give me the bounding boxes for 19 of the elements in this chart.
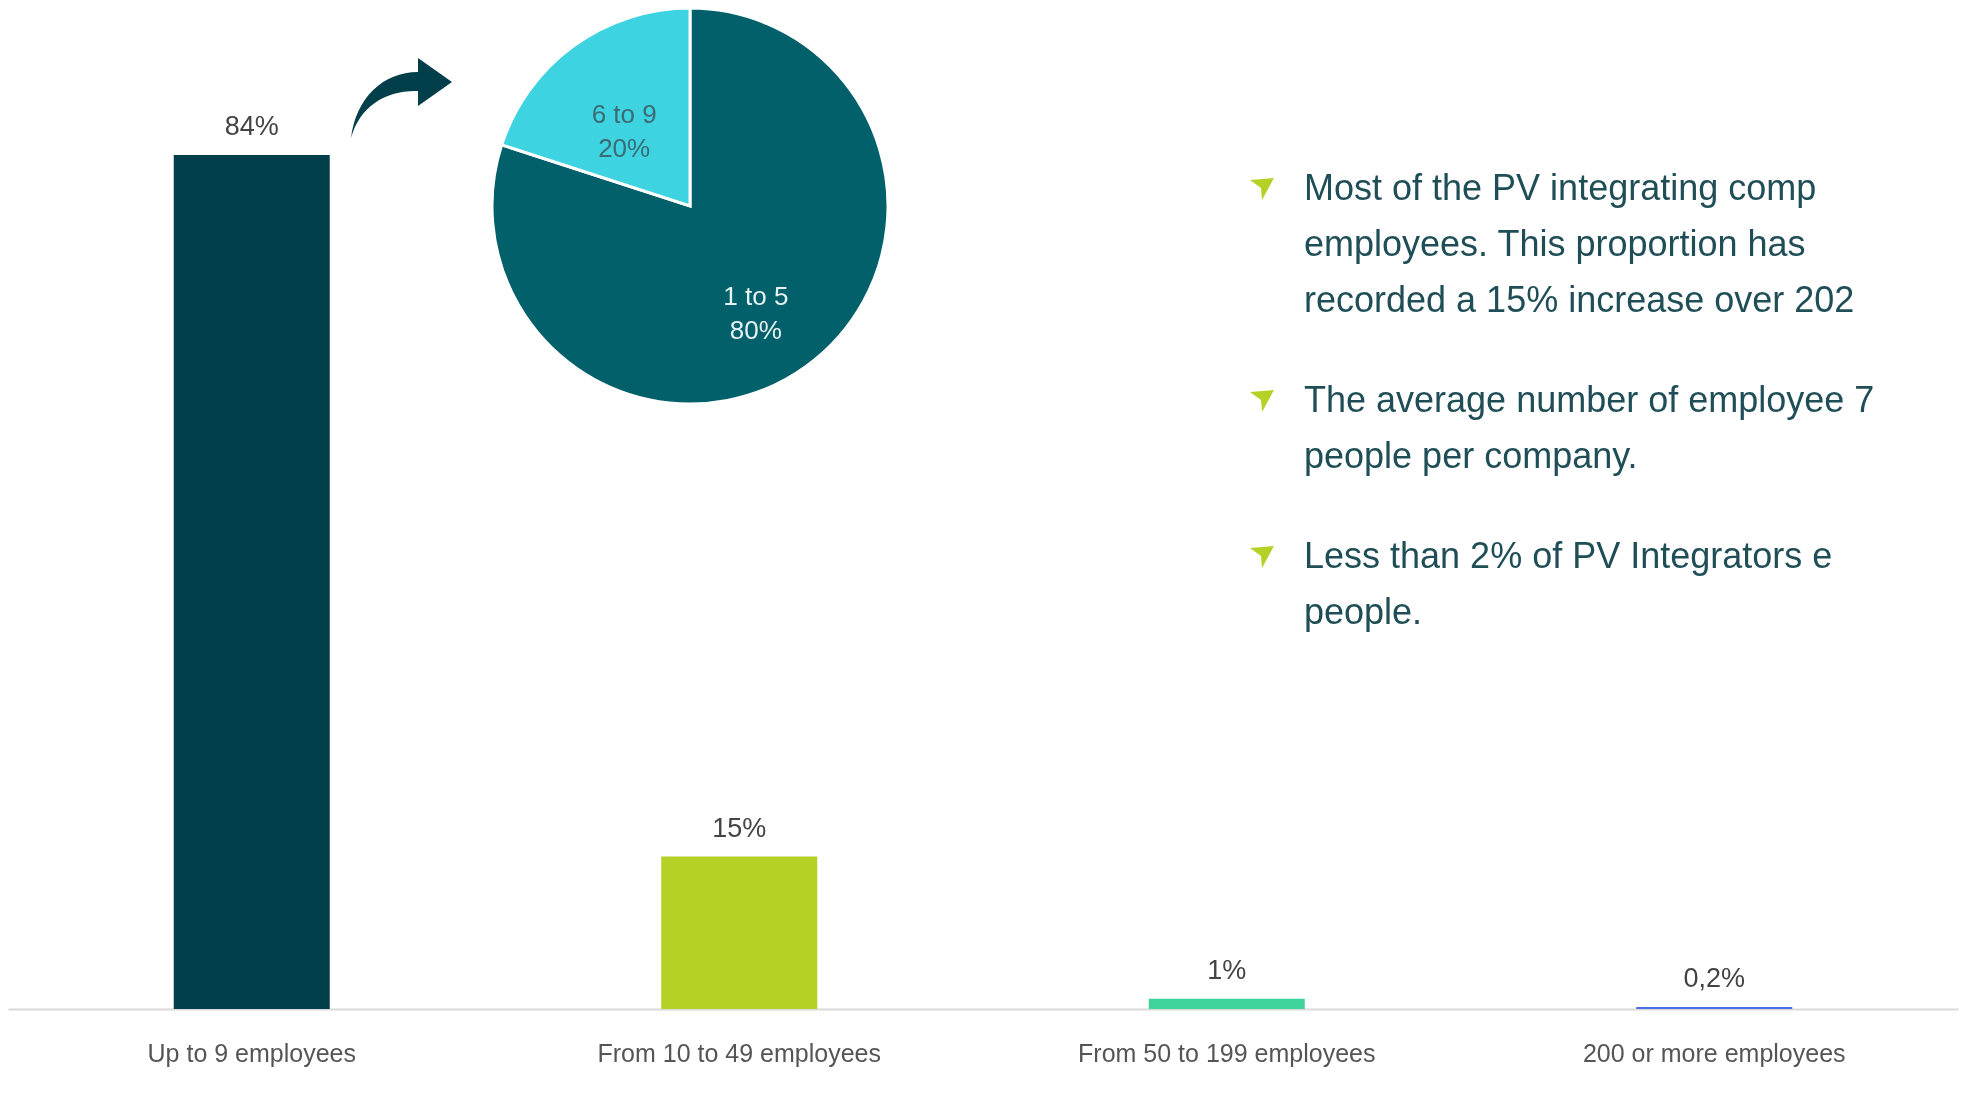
bar: [173, 155, 330, 1009]
annotation: Most of the PV integrating comp employees. This proportion has recorded a 15% increase over 202: [1304, 166, 1856, 322]
annotation: The average number of employee 7 people per company.: [1304, 378, 1876, 478]
x-tick-label: From 10 to 49 employees: [597, 1038, 881, 1067]
data-label: 20%: [598, 133, 651, 164]
slice-label: 6 to 9: [591, 99, 657, 130]
bar: [1636, 1006, 1793, 1009]
data-label: 80%: [729, 314, 782, 345]
bar: [661, 856, 818, 1009]
data-label: 0,2%: [1683, 962, 1746, 993]
data-label: 1%: [1207, 954, 1247, 985]
x-tick-label: 200 or more employees: [1582, 1038, 1846, 1067]
x-tick-label: Up to 9 employees: [147, 1038, 356, 1067]
annotation: Less than 2% of PV Integrators e people.: [1304, 534, 1834, 634]
bar: [1148, 998, 1305, 1009]
data-label: 15%: [712, 812, 767, 843]
x-tick-label: From 50 to 199 employees: [1078, 1038, 1376, 1067]
data-label: 84%: [224, 111, 279, 141]
slice-label: 1 to 5: [723, 280, 789, 311]
